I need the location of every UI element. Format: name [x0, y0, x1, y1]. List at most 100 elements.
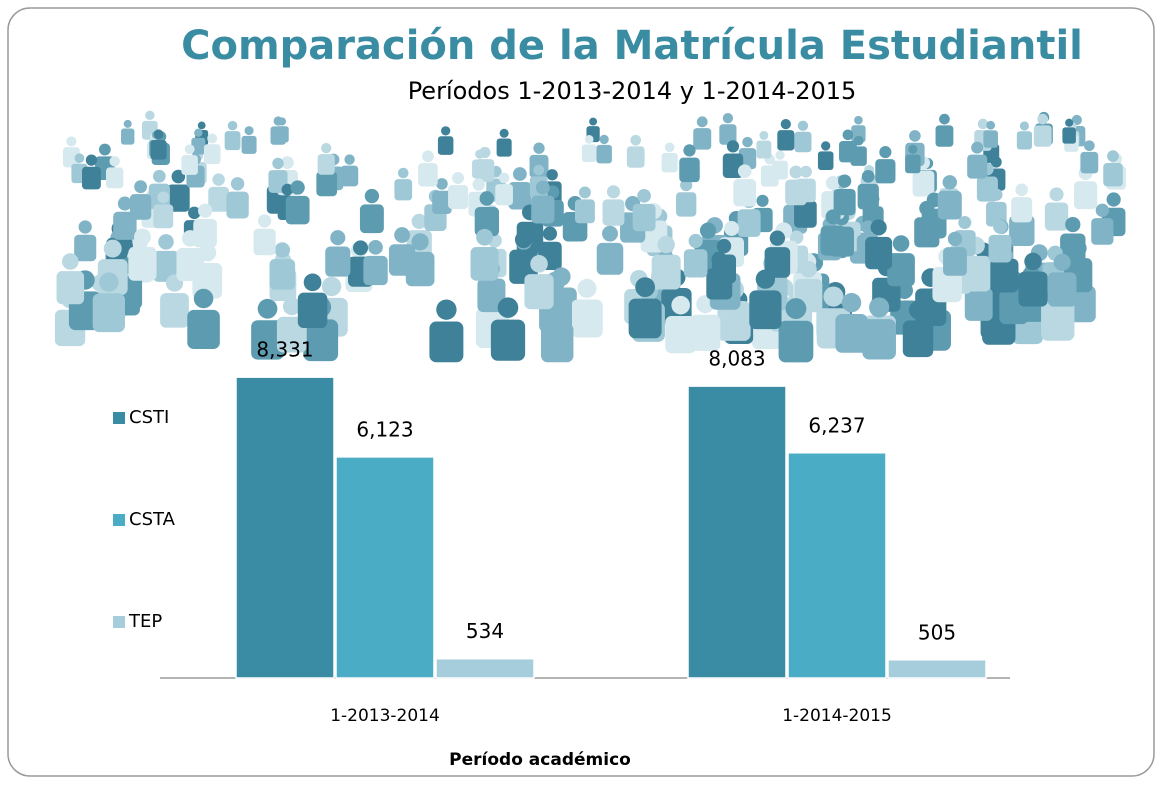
crowd-head — [756, 269, 775, 288]
crowd-body — [193, 219, 217, 247]
crowd-head — [75, 153, 85, 163]
crowd-head — [821, 141, 830, 150]
crowd-head — [158, 234, 174, 250]
crowd-head — [838, 174, 851, 187]
crowd-body — [106, 167, 123, 188]
crowd-head — [602, 226, 618, 242]
crowd-head — [86, 155, 97, 166]
crowd-body — [93, 293, 125, 332]
chart-subtitle: Períodos 1-2013-2014 y 1-2014-2015 — [408, 77, 857, 105]
crowd-head — [258, 214, 271, 227]
crowd-body — [254, 229, 276, 256]
crowd-head — [99, 144, 111, 156]
crowd-body — [341, 166, 358, 187]
crowd-body — [712, 254, 736, 283]
crowd-head — [272, 158, 283, 169]
crowd-head — [700, 223, 716, 239]
crowd-head — [798, 121, 808, 131]
crowd-body — [275, 126, 289, 142]
crowd-head — [515, 231, 532, 248]
crowd-head — [124, 120, 132, 128]
crowd-body — [360, 204, 384, 233]
crowd-head — [585, 135, 594, 144]
crowd-body — [977, 176, 998, 201]
crowd-head — [278, 117, 286, 125]
crowd-head — [365, 189, 379, 203]
crowd-head — [683, 144, 695, 156]
crowd-head — [275, 242, 290, 257]
crowd-head — [823, 287, 843, 307]
crowd-head — [909, 130, 921, 142]
crowd-head — [547, 169, 558, 180]
crowd-head — [1054, 254, 1071, 271]
crowd-body — [865, 237, 892, 269]
bar — [336, 457, 434, 678]
crowd-body — [818, 151, 834, 170]
crowd-body — [82, 167, 101, 190]
crowd-head — [723, 113, 733, 123]
crowd-body — [298, 293, 328, 328]
legend-swatch — [113, 616, 125, 628]
value-label: 6,237 — [808, 413, 865, 437]
crowd-body — [1048, 272, 1077, 306]
legend-label: TEP — [128, 611, 162, 632]
crowd-body — [524, 274, 553, 309]
crowd-body — [74, 235, 96, 262]
crowd-head — [579, 186, 591, 198]
crowd-head — [986, 121, 995, 130]
crowd-body — [1011, 197, 1032, 222]
crowd-head — [322, 277, 341, 296]
crowd-body — [128, 247, 156, 281]
crowd-head — [109, 156, 119, 166]
x-tick-label: 1-2014-2015 — [782, 706, 892, 726]
crowd-body — [679, 158, 699, 183]
crowd-head — [1107, 150, 1119, 162]
crowd-body — [363, 256, 387, 285]
value-label: 8,331 — [256, 338, 313, 362]
crowd-body — [913, 171, 935, 197]
crowd-body — [1045, 203, 1068, 231]
crowd-head — [543, 227, 557, 241]
crowd-body — [226, 192, 248, 219]
bar — [688, 386, 786, 678]
crowd-head — [530, 255, 548, 273]
crowd-head — [727, 140, 739, 152]
crowd-body — [983, 130, 998, 147]
crowd-body — [684, 249, 708, 277]
crowd-body — [629, 299, 662, 339]
bar — [788, 453, 886, 678]
crowd-body — [406, 252, 435, 286]
crowd-body — [176, 248, 204, 281]
crowd-body — [316, 171, 337, 196]
crowd-head — [1065, 217, 1080, 232]
crowd-body — [903, 321, 933, 358]
crowd-head — [145, 111, 154, 120]
crowd-head — [689, 234, 703, 248]
crowd-head — [1084, 140, 1095, 151]
crowd-head — [665, 142, 675, 152]
crowd-head — [245, 126, 254, 135]
crowd-head — [948, 232, 962, 246]
crowd-head — [207, 133, 217, 143]
crowd-head — [871, 219, 887, 235]
crowd-body — [943, 247, 967, 276]
legend-label: CSTI — [129, 407, 169, 428]
crowd-body — [633, 204, 656, 231]
crowd-head — [498, 297, 519, 318]
crowd-head — [842, 293, 861, 312]
crowd-body — [794, 132, 811, 152]
crowd-body — [1074, 181, 1097, 209]
crowd-head — [657, 236, 674, 253]
crowd-head — [194, 289, 214, 309]
value-label: 8,083 — [708, 347, 765, 371]
crowd-body — [472, 160, 488, 179]
crowd-head — [800, 166, 812, 178]
crowd-head — [321, 143, 331, 153]
crowd-body — [875, 159, 895, 183]
crowd-body — [938, 191, 962, 220]
crowd-head — [473, 178, 485, 190]
crowd-body — [652, 255, 681, 290]
crowd-body — [772, 161, 788, 180]
crowd-head — [908, 145, 917, 154]
crowd-body — [150, 140, 166, 160]
